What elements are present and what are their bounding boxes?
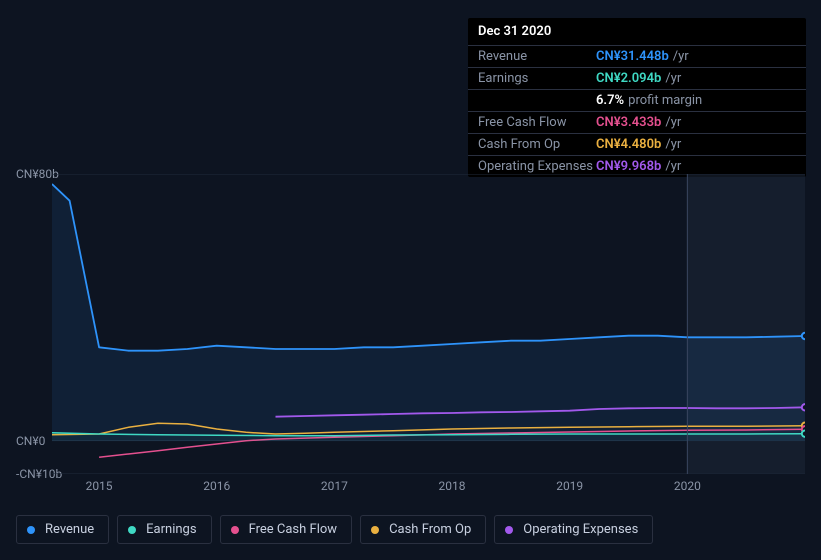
legend: Revenue Earnings Free Cash Flow Cash From O…: [16, 515, 653, 544]
tooltip-row-label: Operating Expenses: [478, 159, 596, 174]
legend-label: Cash From Op: [389, 522, 471, 537]
tooltip-row-value: CN¥2.094b: [596, 71, 661, 86]
series-end-marker: [802, 333, 805, 339]
legend-item[interactable]: Earnings: [117, 515, 211, 544]
legend-label: Free Cash Flow: [249, 522, 337, 537]
series-end-marker: [802, 404, 805, 410]
tooltip-row-suffix: /yr: [673, 49, 689, 64]
tooltip-row-label: Cash From Op: [478, 137, 596, 152]
tooltip-row: Free Cash FlowCN¥3.433b/yr: [468, 112, 806, 134]
y-tick-label: CN¥0: [16, 434, 45, 448]
tooltip-row-suffix: /yr: [665, 159, 681, 174]
x-tick-label: 2016: [203, 479, 230, 493]
tooltip-row-value: CN¥3.433b: [596, 115, 661, 130]
tooltip-row-value: CN¥4.480b: [596, 137, 661, 152]
legend-dot-icon: [231, 526, 239, 534]
tooltip-row-suffix: /yr: [665, 115, 681, 130]
legend-dot-icon: [27, 526, 35, 534]
tooltip-profit-margin: 6.7% profit margin: [468, 90, 806, 112]
legend-dot-icon: [128, 526, 136, 534]
legend-label: Earnings: [146, 522, 196, 537]
legend-label: Revenue: [45, 522, 94, 537]
legend-item[interactable]: Revenue: [16, 515, 109, 544]
tooltip-date: Dec 31 2020: [468, 18, 806, 46]
legend-dot-icon: [505, 526, 513, 534]
tooltip-row-suffix: /yr: [665, 137, 681, 152]
x-tick-label: 2020: [674, 479, 701, 493]
legend-label: Operating Expenses: [523, 522, 638, 537]
tooltip-panel: Dec 31 2020 RevenueCN¥31.448b/yrEarnings…: [468, 18, 806, 177]
x-axis: 2015 2016 2017 2018 2019 2020: [52, 479, 805, 499]
tooltip-row: Cash From OpCN¥4.480b/yr: [468, 134, 806, 156]
tooltip-row-value: CN¥31.448b: [596, 49, 669, 64]
tooltip-row-label: Free Cash Flow: [478, 115, 596, 130]
x-tick-label: 2019: [556, 479, 583, 493]
tooltip-row-label: Earnings: [478, 71, 596, 86]
tooltip-row: RevenueCN¥31.448b/yr: [468, 46, 806, 68]
chart-svg[interactable]: [52, 174, 805, 474]
legend-item[interactable]: Cash From Op: [360, 515, 486, 544]
x-tick-label: 2017: [321, 479, 348, 493]
profit-margin-label: profit margin: [628, 93, 702, 108]
x-tick-label: 2018: [439, 479, 466, 493]
legend-item[interactable]: Free Cash Flow: [220, 515, 352, 544]
tooltip-row-label: Revenue: [478, 49, 596, 64]
x-tick-label: 2015: [86, 479, 113, 493]
tooltip-row-suffix: /yr: [665, 71, 681, 86]
legend-item[interactable]: Operating Expenses: [494, 515, 653, 544]
profit-margin-pct: 6.7%: [596, 93, 624, 108]
tooltip-row: EarningsCN¥2.094b/yr: [468, 68, 806, 90]
tooltip-row-value: CN¥9.968b: [596, 159, 661, 174]
legend-dot-icon: [371, 526, 379, 534]
series-end-marker: [802, 430, 805, 436]
